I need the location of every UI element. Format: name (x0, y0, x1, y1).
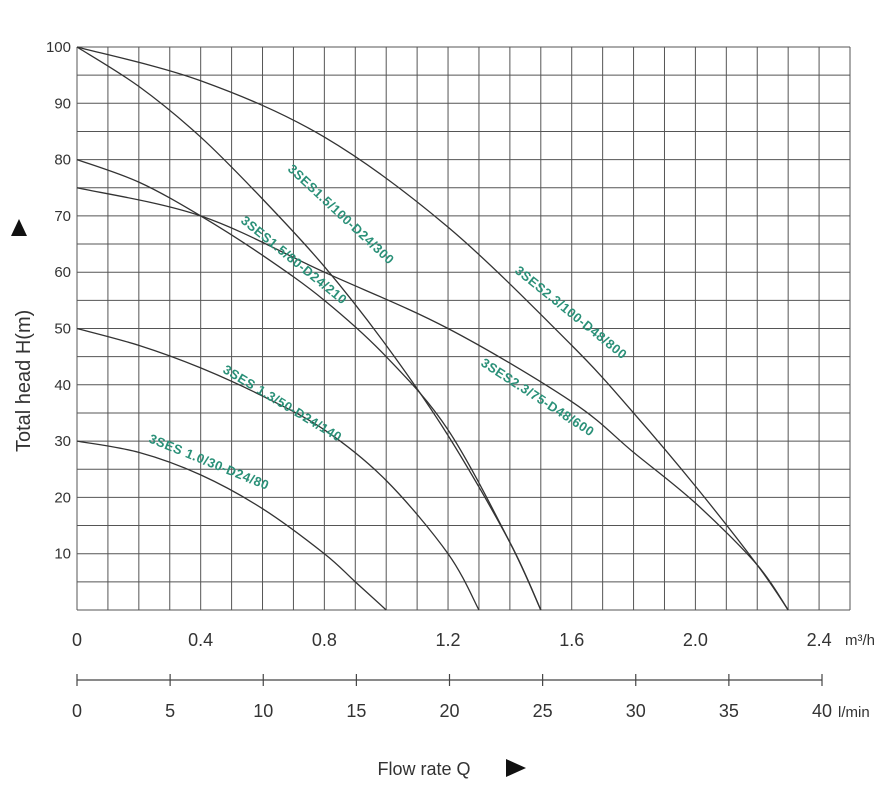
x-axis-title: Flow rate Q (377, 759, 470, 779)
x-tick-label-lmin: 0 (72, 701, 82, 721)
y-tick-label: 60 (54, 264, 71, 281)
x-tick-label-m3h: 2.4 (807, 630, 832, 650)
x-tick-label-m3h: 2.0 (683, 630, 708, 650)
x-tick-label-m3h: 0.4 (188, 630, 213, 650)
y-tick-label: 100 (46, 39, 71, 56)
curve-label: 3SES2.3/100-D48/800 (512, 263, 630, 363)
x-tick-label-lmin: 30 (626, 701, 646, 721)
y-tick-label: 20 (54, 489, 71, 506)
x-tick-label-m3h: 1.2 (436, 630, 461, 650)
y-tick-label: 80 (54, 152, 71, 169)
y-tick-label: 40 (54, 377, 71, 394)
y-axis-title: Total head H(m) (13, 310, 35, 452)
y-tick-labels: 100 90 80 70 60 50 40 30 20 10 (46, 39, 71, 563)
x-unit-m3h: m³/h (845, 632, 875, 649)
x-tick-label-lmin: 10 (253, 701, 273, 721)
curves (76, 46, 789, 611)
series-line (76, 327, 480, 611)
x-tick-label-m3h: 0.8 (312, 630, 337, 650)
curve-label: 3SES 1.3/50-D24/140 (220, 362, 344, 445)
y-tick-label: 50 (54, 321, 71, 338)
y-axis-arrow-icon (11, 219, 27, 236)
series-line (76, 187, 789, 611)
series-line (76, 158, 542, 611)
series-line (76, 440, 387, 611)
series-line (76, 46, 789, 611)
curve-label: 3SES 1.0/30-D24/80 (147, 431, 272, 493)
x-tick-label-lmin: 5 (165, 701, 175, 721)
grid (76, 46, 851, 611)
x-tick-label-lmin: 40 (812, 701, 832, 721)
x-tick-label-lmin: 25 (533, 701, 553, 721)
x-tick-labels: 0 0.4 0.8 1.2 1.6 2.0 2.4 0 5 10 15 20 25 30 35 40 (72, 630, 832, 721)
x-tick-label-lmin: 35 (719, 701, 739, 721)
y-tick-label: 30 (54, 433, 71, 450)
y-tick-label: 10 (54, 546, 71, 563)
x-tick-label-lmin: 20 (439, 701, 459, 721)
y-tick-label: 90 (54, 95, 71, 112)
x-tick-label-m3h: 1.6 (559, 630, 584, 650)
x-tick-label-m3h: 0 (72, 630, 82, 650)
x-tick-label-lmin: 15 (346, 701, 366, 721)
y-tick-label: 70 (54, 208, 71, 225)
curve-label: 3SES1.5/100-D24/300 (285, 161, 397, 267)
x-axis-arrow-icon (506, 759, 526, 777)
curve-label: 3SES1.5/80-D24/210 (238, 213, 350, 308)
curve-label: 3SES2.3/75-D48/600 (478, 355, 597, 439)
x-unit-lmin: l/min (838, 704, 870, 721)
